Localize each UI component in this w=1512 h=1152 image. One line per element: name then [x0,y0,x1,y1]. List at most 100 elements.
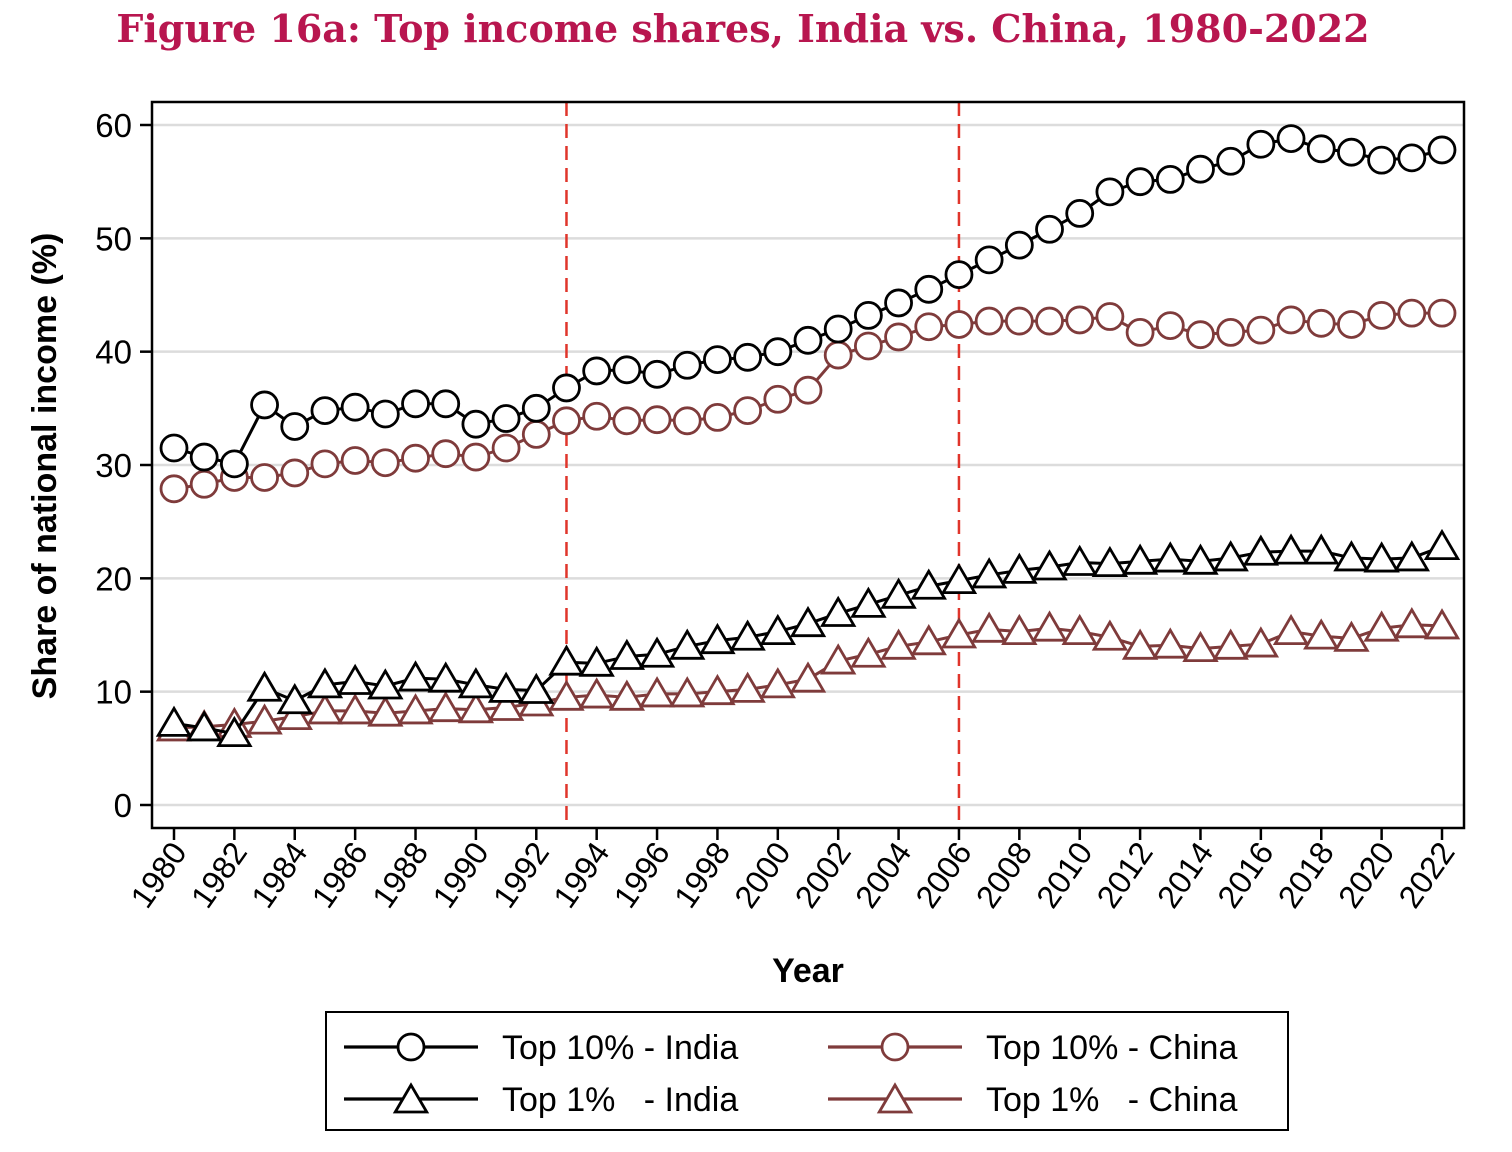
point-top-1-india-2003 [850,586,887,618]
point-top-1-india-1991 [487,671,525,703]
x-tick-label-1998: 1998 [667,835,737,914]
point-top-10-india-1992 [521,393,551,423]
point-top-10-india-2022 [1427,135,1457,165]
x-tick-label-1992: 1992 [486,835,556,914]
point-top-1-china-2019 [1333,620,1370,652]
point-top-10-china-2001 [793,375,823,405]
point-top-1-india-2019 [1333,540,1370,572]
x-tick-label-1982: 1982 [184,835,254,914]
point-top-10-china-2022 [1427,298,1457,328]
point-top-1-india-1987 [367,668,404,700]
point-top-1-china-2007 [970,611,1008,643]
point-top-1-china-1989 [427,690,464,723]
y-tick-label-10: 10 [95,674,132,711]
point-top-10-india-2015 [1216,146,1246,176]
point-top-10-india-2006 [944,260,974,290]
point-top-10-india-2014 [1186,154,1215,184]
point-top-1-china-1987 [367,695,404,727]
point-top-10-india-2008 [1004,230,1034,260]
point-top-10-india-2002 [823,314,853,344]
point-top-10-china-2014 [1186,320,1215,350]
point-top-10-china-1991 [491,433,521,463]
series-line-top-1-india [173,545,1443,736]
x-tick-label-2000: 2000 [727,835,797,914]
point-top-10-china-1985 [310,449,340,479]
point-top-10-india-2018 [1306,134,1336,164]
point-top-1-india-2018 [1303,533,1340,565]
point-top-10-india-1983 [250,390,279,420]
point-top-1-china-2011 [1091,619,1129,651]
x-tick-label-1988: 1988 [365,835,435,914]
point-top-10-china-1984 [280,458,310,488]
point-top-10-china-1980 [159,474,189,504]
legend-marker-triangle [876,1082,914,1114]
point-top-10-india-2012 [1125,167,1155,197]
point-top-1-india-1988 [397,660,434,692]
point-top-1-china-2003 [850,636,887,668]
x-tick-label-2022: 2022 [1391,835,1461,914]
x-tick-label-2016: 2016 [1210,835,1280,914]
point-top-1-china-2017 [1272,613,1310,645]
point-top-1-india-2005 [910,568,947,600]
point-top-10-china-2012 [1125,317,1155,347]
point-top-1-china-2006 [940,617,978,649]
legend-label: Top 10% - China [986,1029,1237,1067]
point-top-10-india-2007 [974,245,1004,275]
point-top-1-india-1992 [518,672,555,704]
point-top-1-china-1984 [276,698,313,730]
y-axis-label: Share of national income (%) [26,233,64,700]
point-top-10-china-2013 [1155,311,1185,341]
point-top-1-india-2013 [1152,541,1189,573]
point-top-10-india-2011 [1095,177,1125,207]
point-top-1-china-2020 [1363,610,1400,642]
point-top-1-india-1994 [578,645,615,677]
legend-label: Top 1% - China [986,1081,1237,1119]
legend-item-top-1-india: Top 1% - India [344,1081,738,1119]
legend-marker-triangle [392,1082,430,1114]
point-top-10-china-2007 [974,306,1004,336]
point-top-1-india-2010 [1061,544,1098,576]
point-top-1-china-1990 [457,692,495,724]
x-tick-label-1996: 1996 [606,835,676,914]
point-top-10-china-2011 [1095,302,1125,331]
point-top-10-india-1997 [672,350,702,380]
point-top-1-india-2008 [1001,552,1038,584]
point-top-10-india-1994 [582,356,612,386]
point-top-1-china-2002 [820,643,857,675]
point-top-1-china-1993 [548,679,585,711]
point-top-10-china-1990 [461,442,491,472]
point-top-1-india-1997 [669,628,706,660]
point-top-1-india-1990 [457,667,495,699]
point-top-10-india-1991 [491,404,521,433]
point-top-10-india-1981 [189,442,219,472]
point-top-10-china-1992 [521,419,551,449]
point-top-1-china-2001 [789,661,827,693]
point-top-1-india-1982 [216,715,253,747]
point-top-1-china-1996 [638,676,676,708]
point-top-1-china-1986 [336,693,374,725]
point-top-10-india-2020 [1367,145,1397,175]
point-top-10-china-1987 [370,448,400,478]
point-top-1-india-2015 [1212,540,1249,572]
point-top-10-india-1980 [159,433,189,463]
point-top-1-india-2000 [759,613,796,645]
chart-title: Figure 16a: Top income shares, India vs.… [116,6,1370,51]
x-tick-label-2018: 2018 [1271,835,1341,914]
point-top-10-china-2002 [823,340,853,370]
point-top-1-india-2021 [1393,540,1430,572]
point-top-10-china-2010 [1065,305,1095,335]
point-top-10-india-1989 [431,389,461,419]
legend-label: Top 1% - India [502,1081,738,1119]
point-top-1-china-2021 [1393,607,1430,639]
series-top-1-india [155,528,1461,747]
point-top-10-india-2016 [1246,129,1276,159]
point-top-10-china-2020 [1367,300,1397,330]
point-top-10-china-2019 [1337,310,1366,339]
point-top-10-india-2001 [793,325,823,355]
point-top-10-china-2006 [944,310,974,339]
point-top-10-india-1996 [642,359,672,389]
x-tick-label-2002: 2002 [788,835,858,914]
point-top-10-china-2000 [763,384,793,414]
x-tick-label-1986: 1986 [305,835,375,914]
